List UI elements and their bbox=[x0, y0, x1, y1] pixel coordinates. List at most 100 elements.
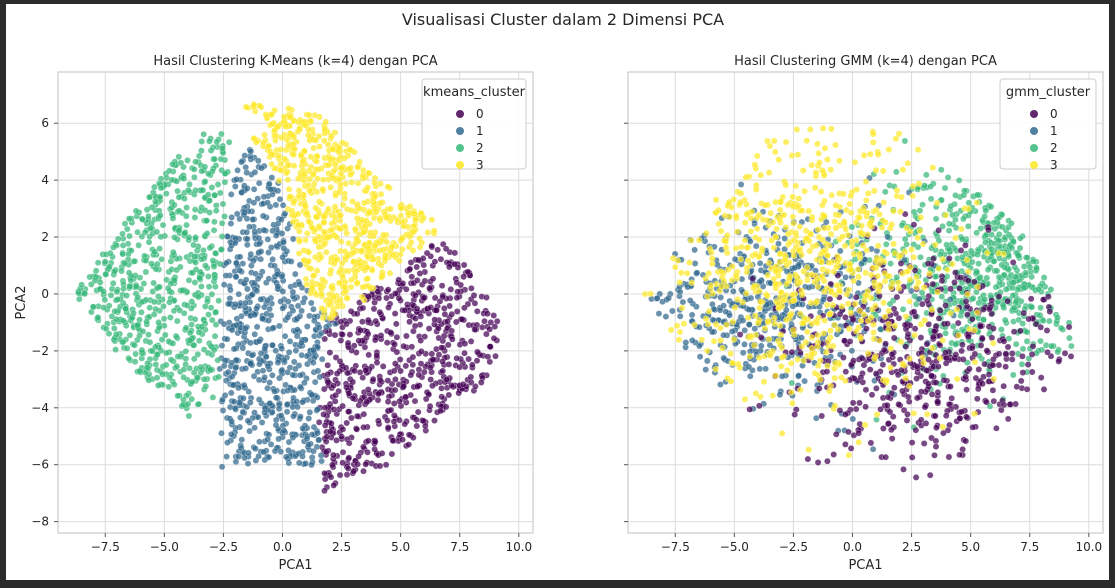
kmeans-point-cluster-1 bbox=[318, 355, 326, 363]
gmm-point-cluster-0 bbox=[962, 437, 970, 445]
kmeans-point-cluster-1 bbox=[295, 459, 303, 467]
gmm-point-cluster-3 bbox=[846, 261, 854, 268]
gmm-point-cluster-0 bbox=[959, 446, 966, 453]
gmm-point-cluster-0 bbox=[1002, 350, 1010, 358]
kmeans-point-cluster-0 bbox=[417, 313, 425, 320]
gmm-point-cluster-3 bbox=[939, 423, 947, 431]
kmeans-point-cluster-3 bbox=[404, 223, 412, 231]
kmeans-point-cluster-1 bbox=[265, 249, 272, 256]
kmeans-point-cluster-1 bbox=[227, 389, 235, 397]
kmeans-point-cluster-0 bbox=[492, 352, 499, 360]
gmm-point-cluster-3 bbox=[695, 236, 703, 244]
kmeans-point-cluster-2 bbox=[155, 319, 162, 326]
kmeans-point-cluster-2 bbox=[120, 285, 127, 293]
gmm-point-cluster-3 bbox=[876, 281, 884, 289]
gmm-point-cluster-0 bbox=[997, 406, 1005, 414]
kmeans-point-cluster-2 bbox=[126, 282, 134, 290]
gmm-point-cluster-0 bbox=[971, 350, 979, 358]
kmeans-point-cluster-3 bbox=[315, 223, 323, 230]
gmm-point-cluster-3 bbox=[675, 336, 683, 344]
kmeans-y-tick-label: 0 bbox=[41, 287, 49, 301]
gmm-point-cluster-3 bbox=[869, 264, 877, 272]
kmeans-point-cluster-0 bbox=[344, 339, 352, 347]
gmm-point-cluster-2 bbox=[1047, 286, 1055, 293]
kmeans-point-cluster-2 bbox=[150, 298, 158, 306]
gmm-point-cluster-0 bbox=[977, 322, 984, 330]
gmm-point-cluster-2 bbox=[1016, 234, 1024, 242]
gmm-point-cluster-3 bbox=[861, 421, 869, 429]
kmeans-point-cluster-3 bbox=[311, 253, 319, 261]
kmeans-point-cluster-2 bbox=[169, 340, 177, 347]
kmeans-point-cluster-3 bbox=[353, 215, 361, 222]
gmm-point-cluster-0 bbox=[932, 443, 940, 450]
kmeans-point-cluster-1 bbox=[261, 373, 268, 381]
gmm-point-cluster-3 bbox=[870, 329, 877, 336]
gmm-point-cluster-3 bbox=[858, 222, 866, 230]
kmeans-point-cluster-0 bbox=[337, 318, 345, 326]
gmm-point-cluster-3 bbox=[866, 150, 874, 158]
kmeans-point-cluster-1 bbox=[239, 408, 247, 416]
kmeans-point-cluster-2 bbox=[131, 341, 138, 349]
gmm-point-cluster-1 bbox=[746, 372, 754, 380]
gmm-point-cluster-3 bbox=[934, 288, 941, 296]
gmm-point-cluster-2 bbox=[969, 295, 977, 302]
kmeans-point-cluster-0 bbox=[468, 284, 475, 292]
gmm-point-cluster-3 bbox=[958, 225, 965, 233]
kmeans-point-cluster-3 bbox=[325, 205, 332, 213]
kmeans-point-cluster-3 bbox=[347, 283, 355, 291]
kmeans-point-cluster-2 bbox=[191, 214, 199, 221]
gmm-point-cluster-1 bbox=[752, 348, 760, 355]
kmeans-point-cluster-1 bbox=[256, 438, 263, 446]
gmm-point-cluster-2 bbox=[980, 316, 987, 324]
kmeans-point-cluster-1 bbox=[294, 326, 301, 334]
kmeans-point-cluster-1 bbox=[232, 273, 240, 281]
gmm-point-cluster-0 bbox=[1045, 293, 1052, 301]
gmm-point-cluster-3 bbox=[838, 374, 845, 381]
kmeans-point-cluster-1 bbox=[250, 372, 258, 380]
gmm-point-cluster-3 bbox=[827, 287, 835, 295]
kmeans-point-cluster-2 bbox=[175, 193, 183, 201]
kmeans-point-cluster-3 bbox=[406, 203, 414, 210]
kmeans-point-cluster-2 bbox=[192, 158, 199, 166]
gmm-point-cluster-0 bbox=[908, 439, 916, 446]
gmm-point-cluster-3 bbox=[715, 206, 722, 214]
gmm-point-cluster-3 bbox=[935, 265, 943, 272]
kmeans-point-cluster-2 bbox=[114, 296, 121, 303]
gmm-point-cluster-3 bbox=[909, 182, 917, 190]
gmm-point-cluster-0 bbox=[1044, 348, 1051, 356]
gmm-point-cluster-1 bbox=[722, 308, 730, 316]
gmm-point-cluster-0 bbox=[885, 420, 892, 427]
gmm-point-cluster-3 bbox=[803, 328, 811, 336]
kmeans-point-cluster-0 bbox=[345, 390, 353, 397]
gmm-point-cluster-2 bbox=[899, 305, 907, 313]
gmm-point-cluster-3 bbox=[864, 317, 872, 325]
kmeans-point-cluster-0 bbox=[414, 256, 422, 264]
kmeans-point-cluster-0 bbox=[464, 268, 472, 276]
gmm-point-cluster-3 bbox=[721, 212, 729, 219]
kmeans-point-cluster-3 bbox=[324, 234, 332, 241]
kmeans-point-cluster-2 bbox=[155, 293, 162, 300]
gmm-point-cluster-3 bbox=[770, 244, 778, 252]
kmeans-point-cluster-3 bbox=[345, 165, 353, 173]
gmm-point-cluster-3 bbox=[744, 314, 752, 322]
kmeans-point-cluster-0 bbox=[431, 316, 439, 324]
kmeans-point-cluster-2 bbox=[208, 290, 216, 298]
gmm-point-cluster-0 bbox=[912, 474, 920, 481]
kmeans-point-cluster-2 bbox=[100, 288, 107, 295]
kmeans-point-cluster-2 bbox=[174, 392, 182, 400]
gmm-point-cluster-0 bbox=[990, 325, 997, 332]
kmeans-point-cluster-1 bbox=[264, 236, 272, 243]
kmeans-point-cluster-2 bbox=[148, 204, 156, 211]
kmeans-x-tick-label: −5.0 bbox=[150, 540, 179, 554]
kmeans-point-cluster-0 bbox=[473, 357, 481, 365]
kmeans-point-cluster-2 bbox=[202, 262, 209, 269]
kmeans-point-cluster-0 bbox=[413, 263, 421, 271]
kmeans-point-cluster-3 bbox=[368, 266, 376, 274]
kmeans-point-cluster-0 bbox=[353, 310, 361, 318]
kmeans-point-cluster-1 bbox=[274, 187, 282, 195]
gmm-point-cluster-1 bbox=[717, 294, 725, 301]
kmeans-point-cluster-1 bbox=[267, 441, 275, 448]
gmm-point-cluster-0 bbox=[1023, 385, 1031, 393]
gmm-point-cluster-0 bbox=[859, 378, 867, 386]
kmeans-point-cluster-2 bbox=[184, 157, 191, 164]
